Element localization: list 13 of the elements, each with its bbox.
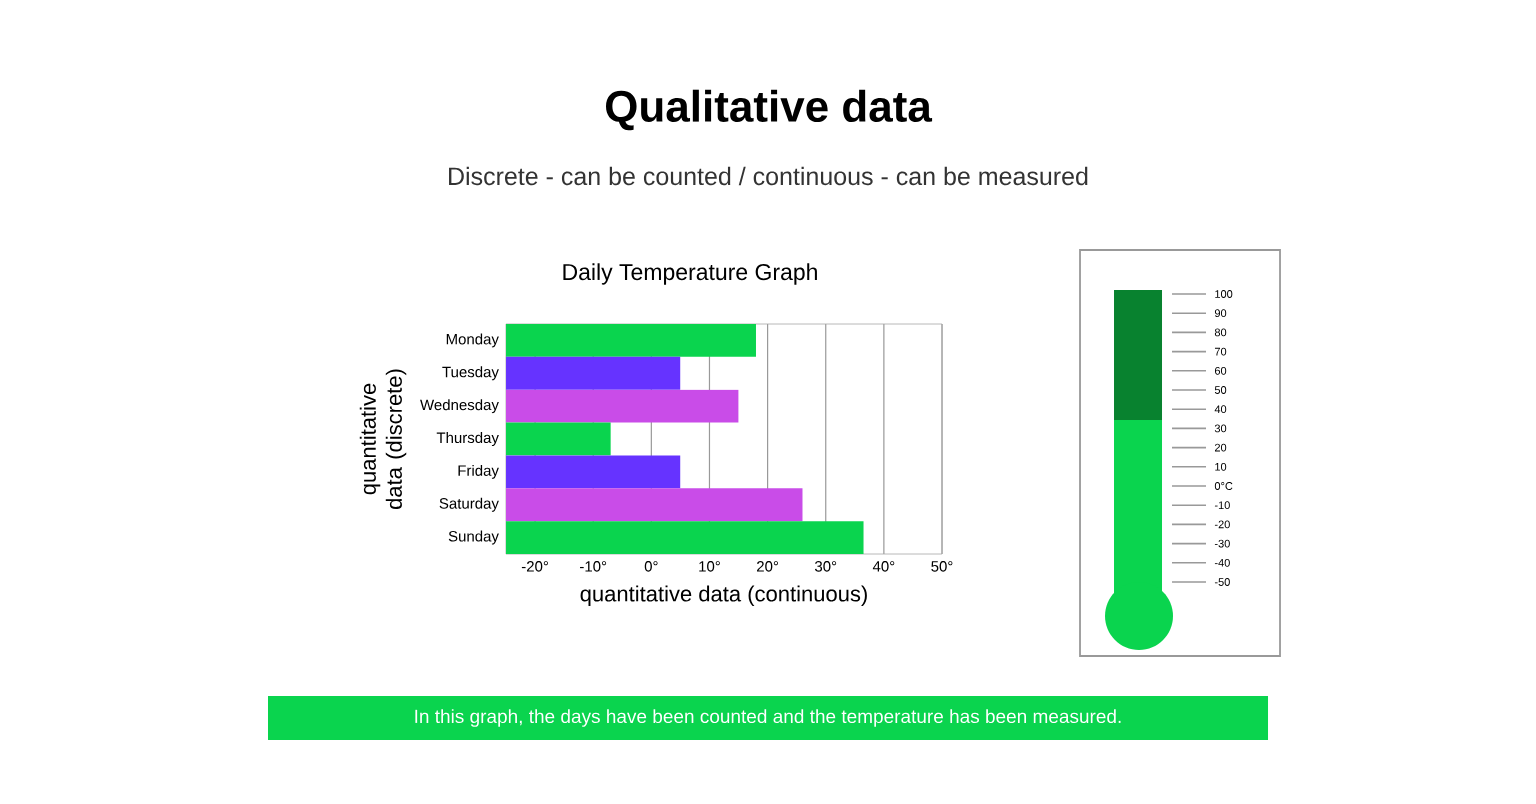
text: In this graph, the days have been counted and the temperature has been measured.	[415, 709, 1121, 727]
bar	[506, 455, 681, 489]
bar	[506, 422, 611, 456]
text: Daily Temperature Graph	[563, 263, 817, 285]
bar	[506, 389, 739, 423]
bar	[506, 324, 756, 357]
x-axis-title: quantitative data (continuous)	[580, 585, 867, 606]
bar	[506, 521, 864, 554]
bar	[506, 356, 681, 390]
chart-title: Qualitative data	[606, 89, 933, 131]
chart-subtitle: Discrete - can be counted / continuous - can be measured	[449, 166, 1088, 186]
y-axis-title: quantitative data (discrete)	[359, 369, 407, 510]
bar	[506, 488, 803, 522]
